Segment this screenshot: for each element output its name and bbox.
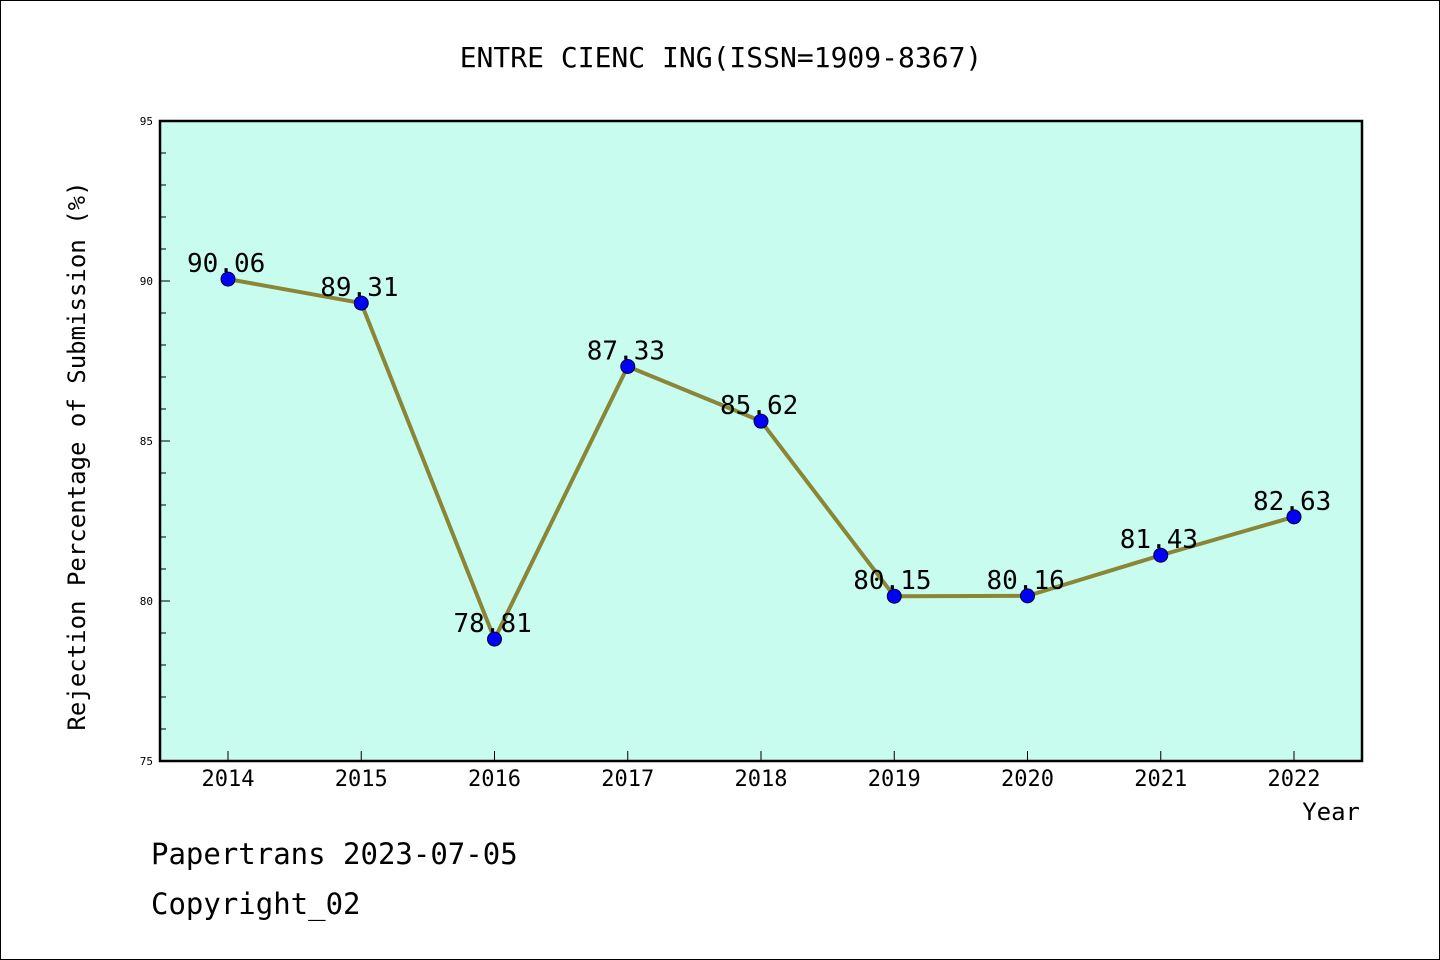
y-tick-label: 85 (140, 435, 153, 448)
series: 90.06 89.31 78.81 87.33 85.62 80.15 80.16 81.43… (187, 249, 1331, 647)
footer-date: Papertrans 2023-07-05 (151, 837, 518, 871)
data-point (753, 413, 769, 429)
data-point (1153, 547, 1169, 563)
x-tick-label: 2016 (468, 767, 521, 792)
x-tick-label: 2022 (1268, 767, 1321, 792)
x-axis: 2014 2015 2016 2017 2018 2019 2020 2021 2022 (202, 751, 1321, 792)
data-label: 81.43 (1120, 525, 1198, 555)
data-label: 87.33 (587, 336, 665, 366)
y-axis-label: Rejection Percentage of Submission (%) (63, 181, 91, 730)
data-point (886, 588, 902, 604)
data-label: 85.62 (720, 391, 798, 421)
y-tick-label: 75 (140, 755, 153, 768)
data-point (353, 295, 369, 311)
x-tick-label: 2015 (335, 767, 388, 792)
x-tick-label: 2018 (735, 767, 788, 792)
x-tick-label: 2014 (202, 767, 255, 792)
y-tick-label: 90 (140, 275, 153, 288)
plot-area (158, 119, 1364, 763)
x-axis-label: Year (1302, 798, 1360, 826)
footer-copyright: Copyright_02 (151, 887, 361, 921)
data-label: 89.31 (320, 273, 398, 303)
data-label: 82.63 (1253, 487, 1331, 517)
data-point (620, 358, 636, 374)
data-label: 80.16 (987, 566, 1065, 596)
x-tick-label: 2017 (601, 767, 654, 792)
data-label: 78.81 (454, 609, 532, 639)
x-tick-label: 2021 (1134, 767, 1187, 792)
chart-title: ENTRE CIENC ING(ISSN=1909-8367) (460, 41, 983, 74)
data-label: 90.06 (187, 249, 265, 279)
y-tick-label: 80 (140, 595, 153, 608)
data-point (487, 631, 502, 647)
y-axis: 75 80 85 90 95 (140, 115, 170, 768)
data-label: 80.15 (853, 566, 931, 596)
data-point (1286, 509, 1302, 525)
x-tick-label: 2020 (1001, 767, 1054, 792)
data-point (1020, 588, 1035, 604)
y-tick-label: 95 (140, 115, 153, 128)
data-point (220, 271, 236, 287)
x-tick-label: 2019 (868, 767, 921, 792)
